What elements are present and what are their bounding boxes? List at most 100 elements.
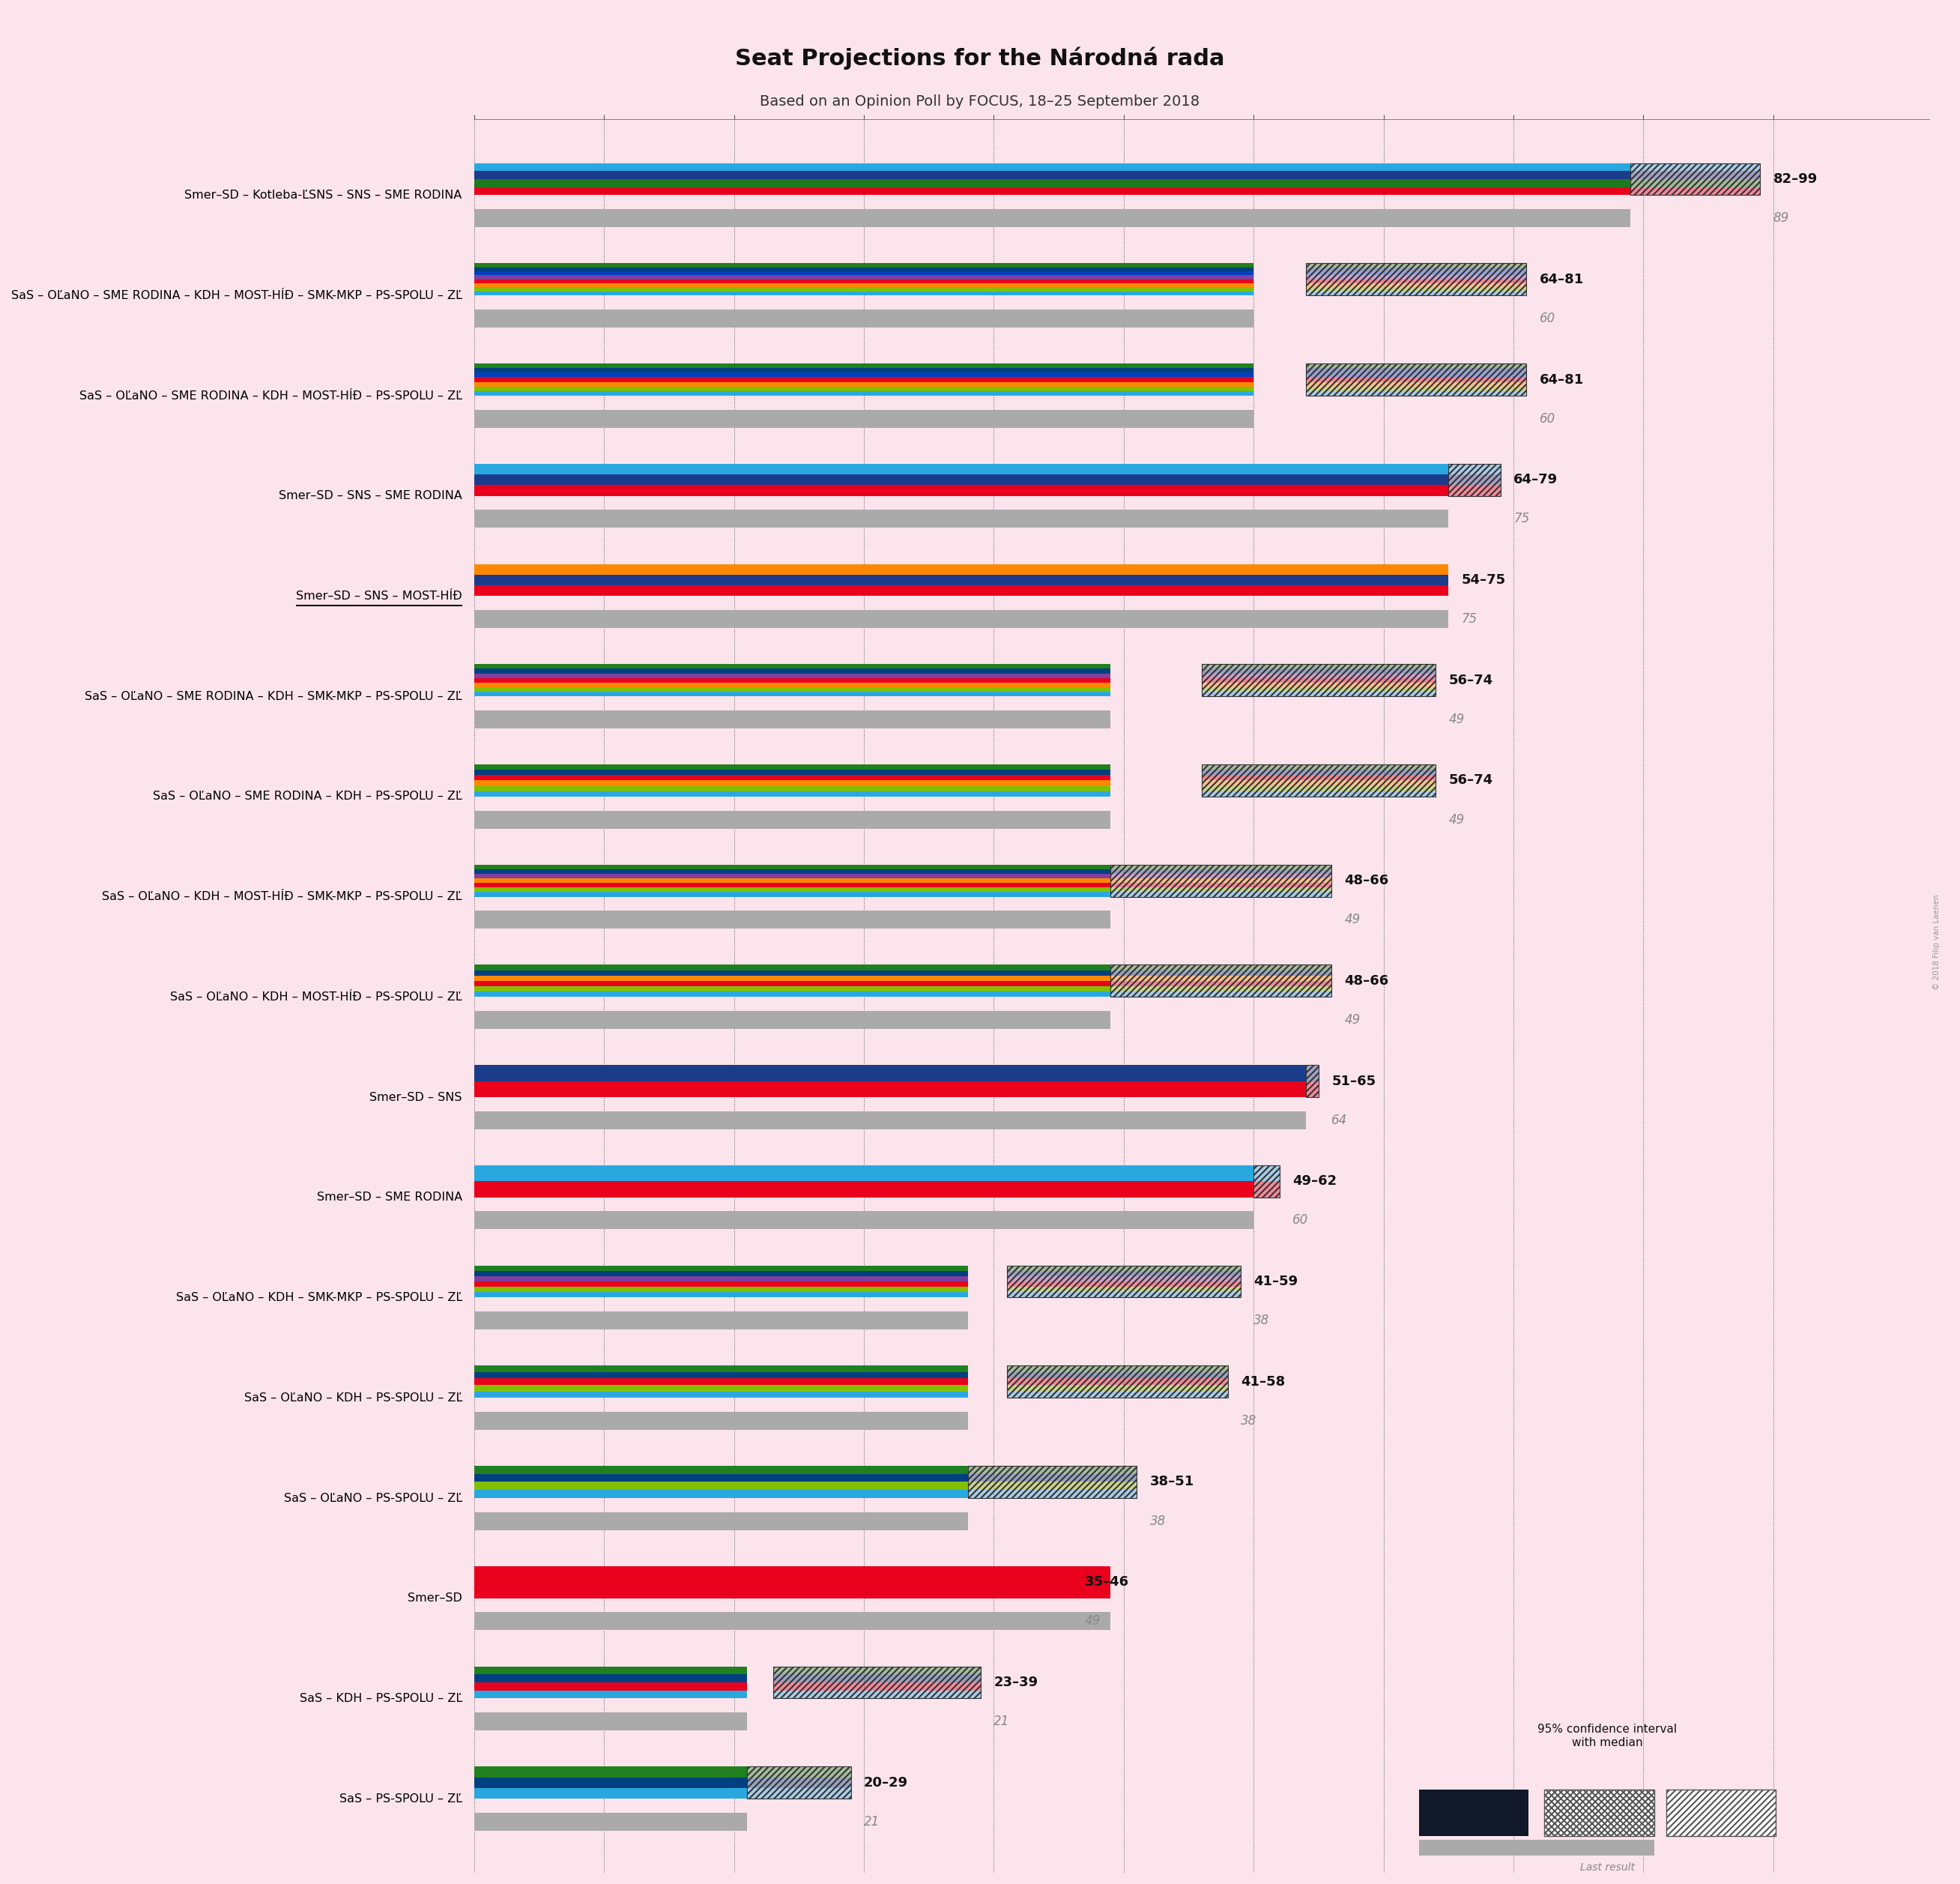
Bar [1539,164,1631,171]
Text: 49–62: 49–62 [1292,1174,1337,1189]
Text: Last result: Last result [1580,1861,1635,1873]
Bar [474,765,1111,771]
Bar [474,791,1111,797]
Bar [474,475,1448,486]
Bar [474,187,1631,196]
Bar [1631,179,1760,187]
Bar [1007,1266,1241,1272]
Text: 89: 89 [1774,211,1789,224]
Bar [1201,691,1435,697]
Bar [474,1390,968,1398]
Text: 21: 21 [864,1814,880,1827]
Bar [1098,985,1111,991]
Bar [474,377,1254,382]
Bar [474,1788,747,1799]
Text: 23–39: 23–39 [994,1675,1039,1690]
Bar [474,1281,968,1287]
Bar [1631,164,1760,171]
Bar [474,575,1448,586]
Bar [1111,887,1331,893]
Bar [929,1566,1072,1598]
Bar [474,1675,747,1682]
Text: 38: 38 [1241,1415,1256,1428]
Bar [747,1777,851,1788]
Bar [1448,463,1501,495]
Bar [1201,765,1435,771]
Bar [1448,463,1501,475]
Bar [474,486,1448,495]
Bar [474,1266,968,1272]
Bar [1305,268,1527,271]
Bar [474,976,1111,982]
Text: 60: 60 [1539,311,1556,326]
Bar [772,1665,980,1697]
Bar [1007,1266,1241,1298]
Bar [1111,865,1331,897]
Bar [1305,475,1448,486]
Bar [474,386,1254,392]
Bar [1098,878,1111,884]
Bar [474,673,1111,678]
Bar [474,884,1111,887]
Bar [1176,586,1448,595]
Bar [1098,976,1111,982]
Bar [1419,1790,1529,1835]
Bar [1007,1372,1227,1379]
Bar [1305,279,1527,283]
Bar [1137,1081,1305,1096]
Bar [1098,884,1111,887]
Bar [1305,264,1527,296]
Bar [474,364,1254,367]
Bar [474,965,1111,970]
Bar [1111,884,1331,887]
Bar [474,283,1254,288]
Text: 95% confidence interval
with median: 95% confidence interval with median [1537,1724,1678,1748]
Bar [474,1490,968,1498]
Bar [474,309,1254,328]
Bar [1305,386,1527,392]
Bar [747,1788,851,1799]
Bar [1007,1287,1241,1292]
Bar [474,1012,1111,1029]
Bar [1419,1841,1654,1856]
Bar [474,1379,968,1385]
Bar [474,1211,1254,1230]
Bar [1007,1366,1227,1372]
Bar [474,1483,968,1490]
Bar [1631,164,1760,196]
Text: 38–51: 38–51 [1151,1475,1194,1488]
Bar [474,878,1111,884]
Bar [474,1767,747,1777]
Bar [474,691,1111,697]
Bar [1007,1292,1241,1298]
Bar [733,1788,747,1799]
Bar [474,688,1111,691]
Text: 48–66: 48–66 [1345,874,1390,887]
Bar [474,1275,968,1281]
Bar [1007,1275,1241,1281]
Bar [474,710,1111,729]
Bar [1305,292,1527,296]
Bar [772,1682,980,1690]
Bar [1007,1281,1241,1287]
Bar [1539,179,1631,187]
Text: 60: 60 [1292,1213,1309,1226]
Bar [1098,970,1111,976]
Bar [1098,965,1111,970]
Bar [747,1767,851,1777]
Text: 56–74: 56–74 [1448,774,1494,788]
Bar [474,1473,968,1483]
Bar [474,1665,747,1675]
Bar [474,288,1254,292]
Text: 49: 49 [1448,712,1464,725]
Text: 35–46: 35–46 [1084,1575,1129,1588]
Text: 49: 49 [1448,812,1464,827]
Bar [1111,1164,1254,1181]
Bar [474,991,1111,997]
Bar [1201,786,1435,791]
Bar [1098,865,1111,869]
Bar [1305,1064,1319,1096]
Text: 64: 64 [1331,1113,1347,1127]
Bar [474,786,1111,791]
Bar [1111,982,1331,985]
